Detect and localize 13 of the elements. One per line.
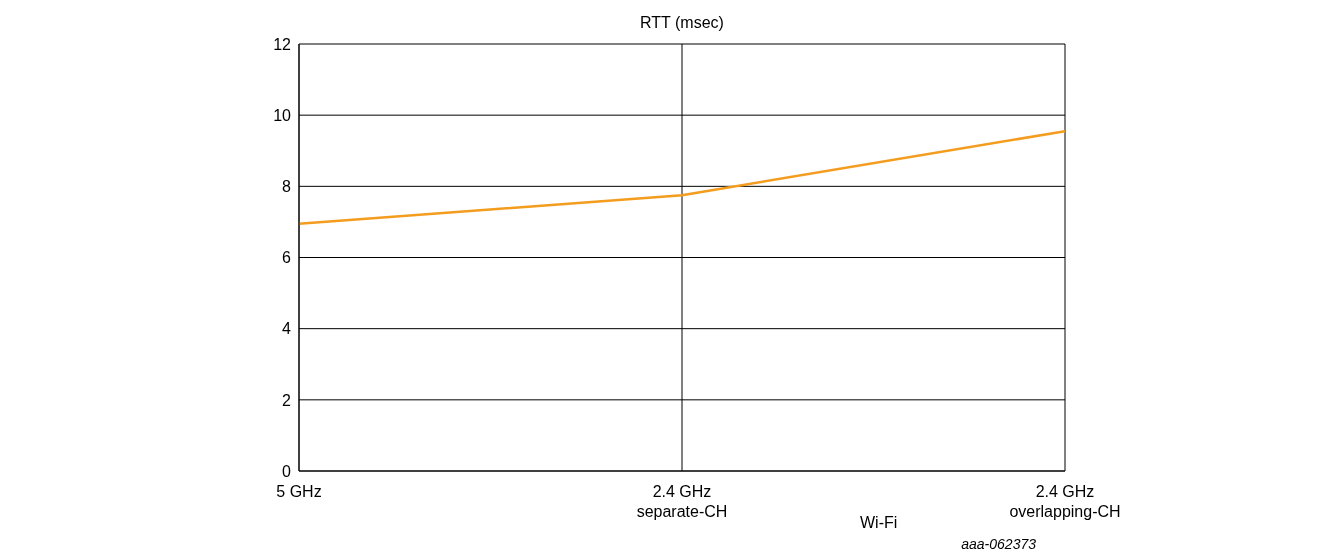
y-tick-label: 0 [282,462,292,480]
x-tick-label: 2.4 GHz overlapping-CH [1009,483,1121,520]
x-tick-label: 5 GHz [276,483,322,500]
y-tick-label: 12 [273,35,292,53]
x-tick-label: 2.4 GHz separate-CH [636,483,728,520]
text: aaa-062373 [961,536,1036,552]
y-tick-label: 8 [282,178,292,196]
x-axis-title: Wi-Fi [860,514,898,532]
y-tick-label: 10 [273,106,292,124]
y-tick-label: 6 [282,249,292,267]
y-tick-label: 2 [282,391,292,409]
y-tick-label: 4 [282,320,292,338]
y-axis-title: RTT (msec) [639,14,725,32]
